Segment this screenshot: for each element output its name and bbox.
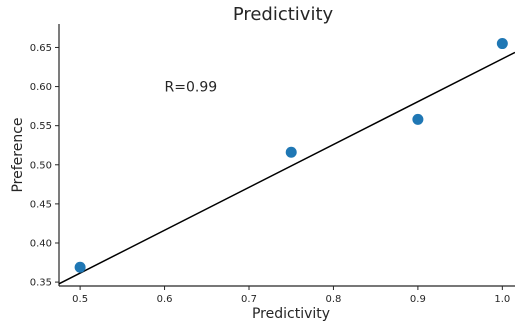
y-tick-label: 0.35 [30, 278, 52, 289]
data-points [74, 38, 508, 273]
y-ticks: 0.35 0.40 0.45 0.50 0.55 0.60 0.65 [30, 43, 59, 289]
x-tick-label: 0.6 [157, 294, 173, 305]
chart-title: Predictivity [233, 4, 334, 25]
y-axis-title: Preference [10, 117, 26, 192]
correlation-annotation: R=0.99 [165, 80, 218, 96]
x-ticks: 0.5 0.6 0.7 0.8 0.9 1.0 [72, 286, 510, 305]
x-tick-label: 0.9 [410, 294, 426, 305]
y-tick-label: 0.45 [30, 199, 52, 210]
regression-line [58, 51, 515, 285]
x-tick-label: 0.7 [241, 294, 257, 305]
data-point [74, 261, 86, 273]
y-tick-label: 0.40 [30, 238, 52, 249]
data-point [285, 146, 297, 158]
y-tick-label: 0.50 [30, 160, 52, 171]
y-tick-label: 0.65 [30, 43, 52, 54]
x-tick-label: 1.0 [494, 294, 510, 305]
axes [58, 24, 515, 287]
x-tick-label: 0.8 [325, 294, 341, 305]
y-tick-label: 0.55 [30, 121, 52, 132]
data-point [496, 38, 508, 50]
y-tick-label: 0.60 [30, 82, 52, 93]
x-axis-title: Predictivity [252, 306, 330, 322]
data-point [412, 113, 424, 125]
x-tick-label: 0.5 [72, 294, 88, 305]
